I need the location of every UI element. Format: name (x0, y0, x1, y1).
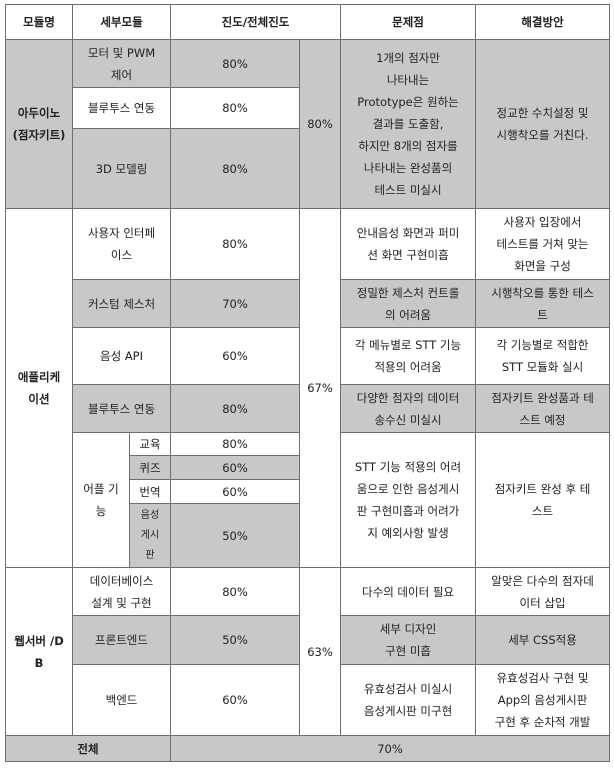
module-total-progress: 67% (299, 208, 342, 568)
header-module: 모듈명 (5, 4, 73, 40)
sub-item-label: 음성 게시 판 (128, 503, 172, 568)
table-row: 어플 기 능 교육 80% STT 기능 적용의 어려 움으로 인한 음성게시 … (6, 432, 611, 568)
progress-cell: 50% (170, 503, 301, 568)
sub-module-app-features: 어플 기 능 (72, 432, 130, 568)
table-row: 블루투스 연동 80% (6, 87, 610, 129)
module-app: 애플리케 이션 (5, 208, 73, 568)
solution-cell: 각 기능별로 적합한 STT 모듈화 실시 (475, 327, 611, 385)
progress-cell: 80% (170, 432, 301, 456)
table-row: 백엔드 60% 유효성검사 미실시 음성게시판 미구현 유효성검사 구현 및 A… (6, 664, 611, 736)
detail-cell: 사용자 인터페 이스 (71, 208, 172, 280)
solution-cell: 알맞은 다수의 점자데 이터 삽입 (475, 567, 611, 616)
solution-cell: 점자키트 완성 후 테 스트 (475, 432, 611, 568)
header-progress: 진도/전체진도 (170, 4, 342, 40)
problem-cell: 다양한 점자의 데이터 송수신 미실시 (340, 384, 477, 433)
problem-cell: 안내음성 화면과 퍼미 션 화면 구현미흡 (340, 208, 477, 280)
detail-cell: 3D 모델링 (71, 128, 172, 209)
table-row: 프론트엔드 50% 세부 디자인 구현 미흡 세부 CSS적용 (6, 615, 611, 665)
progress-cell: 80% (170, 208, 301, 280)
progress-cell: 80% (170, 567, 301, 616)
detail-cell: 모터 및 PWM 제어 (71, 39, 172, 88)
problem-cell: 각 메뉴별로 STT 기능 적용의 어려움 (340, 327, 477, 385)
progress-cell: 50% (170, 615, 301, 665)
table-row: 애플리케 이션 사용자 인터페 이스 80% 67% 안내음성 화면과 퍼미 션… (5, 208, 611, 568)
solution-cell: 유효성검사 구현 및 App의 음성게시판 구현 후 순차적 개발 (475, 664, 611, 736)
overall-value: 70% (170, 735, 611, 762)
solution-cell: 점자키트 완성품과 테 스트 예정 (475, 384, 611, 433)
detail-cell: 커스텀 제스처 (71, 279, 172, 328)
problem-cell: STT 기능 적용의 어려 움으로 인한 음성게시 판 구현미흡과 어려가 지 … (340, 432, 477, 568)
module-web: 웹서버 /D B (5, 567, 73, 736)
detail-cell: 프론트엔드 (71, 615, 172, 665)
detail-cell: 블루투스 연동 (71, 87, 172, 129)
problem-cell: 1개의 점자만 나타내는 Prototype은 원하는 결과를 도출함, 하지만… (340, 39, 477, 209)
progress-table: 모듈명 세부모듈 진도/전체진도 문제점 해결방안 아두이노 (점자키트) 모터… (4, 4, 611, 762)
table-wrapper: 모듈명 세부모듈 진도/전체진도 문제점 해결방안 아두이노 (점자키트) 모터… (4, 4, 611, 762)
table-row: 음성 API 60% 각 메뉴별로 STT 기능 적용의 어려움 각 기능별로 … (6, 327, 611, 385)
table-row: 웹서버 /D B 데이터베이스 설계 및 구현 80% 63% 다수의 데이터 … (5, 567, 611, 736)
header-row: 모듈명 세부모듈 진도/전체진도 문제점 해결방안 (5, 4, 611, 40)
sub-item-label: 퀴즈 (128, 455, 172, 480)
problem-cell: 다수의 데이터 필요 (340, 567, 477, 616)
table-row: 음성 게시 판 50% (6, 503, 610, 568)
solution-cell: 정교한 수치설정 및 시행착오를 거친다. (475, 39, 611, 209)
detail-cell: 데이터베이스 설계 및 구현 (71, 567, 172, 616)
problem-cell: 유효성검사 미실시 음성게시판 미구현 (340, 664, 477, 736)
table-row: 블루투스 연동 80% 다양한 점자의 데이터 송수신 미실시 점자키트 완성품… (6, 384, 611, 433)
progress-cell: 80% (170, 128, 301, 209)
sub-item-label: 번역 (128, 479, 172, 504)
detail-cell: 블루투스 연동 (71, 384, 172, 433)
table-row: 커스텀 제스처 70% 정밀한 제스처 컨트롤 의 어려움 시행착오를 통한 테… (6, 279, 611, 328)
solution-cell: 사용자 입장에서 테스트를 거쳐 맞는 화면을 구성 (475, 208, 611, 280)
table-row: 아두이노 (점자키트) 모터 및 PWM 제어 80% 80% 1개의 점자만 … (5, 39, 611, 209)
overall-row: 전체 70% (4, 735, 611, 762)
overall-label: 전체 (4, 735, 172, 762)
header-solution: 해결방안 (475, 4, 611, 40)
problem-cell: 세부 디자인 구현 미흡 (340, 615, 477, 665)
detail-cell: 음성 API (71, 327, 172, 385)
table-row: 번역 60% (6, 479, 610, 504)
module-arduino: 아두이노 (점자키트) (5, 39, 73, 209)
progress-cell: 60% (170, 479, 301, 504)
progress-cell: 80% (170, 39, 301, 88)
progress-cell: 80% (170, 384, 301, 433)
header-problem: 문제점 (340, 4, 477, 40)
table-row: 3D 모델링 80% (6, 128, 610, 209)
progress-cell: 60% (170, 327, 301, 385)
solution-cell: 시행착오를 통한 테스 트 (475, 279, 611, 328)
module-total-progress: 80% (299, 39, 342, 209)
progress-cell: 80% (170, 87, 301, 129)
sub-item-label: 교육 (128, 432, 172, 456)
progress-cell: 60% (170, 455, 301, 480)
solution-cell: 세부 CSS적용 (475, 615, 611, 665)
module-total-progress: 63% (299, 567, 342, 736)
detail-cell: 백엔드 (71, 664, 172, 736)
progress-cell: 60% (170, 664, 301, 736)
header-detail: 세부모듈 (71, 4, 172, 40)
problem-cell: 정밀한 제스처 컨트롤 의 어려움 (340, 279, 477, 328)
progress-cell: 70% (170, 279, 301, 328)
